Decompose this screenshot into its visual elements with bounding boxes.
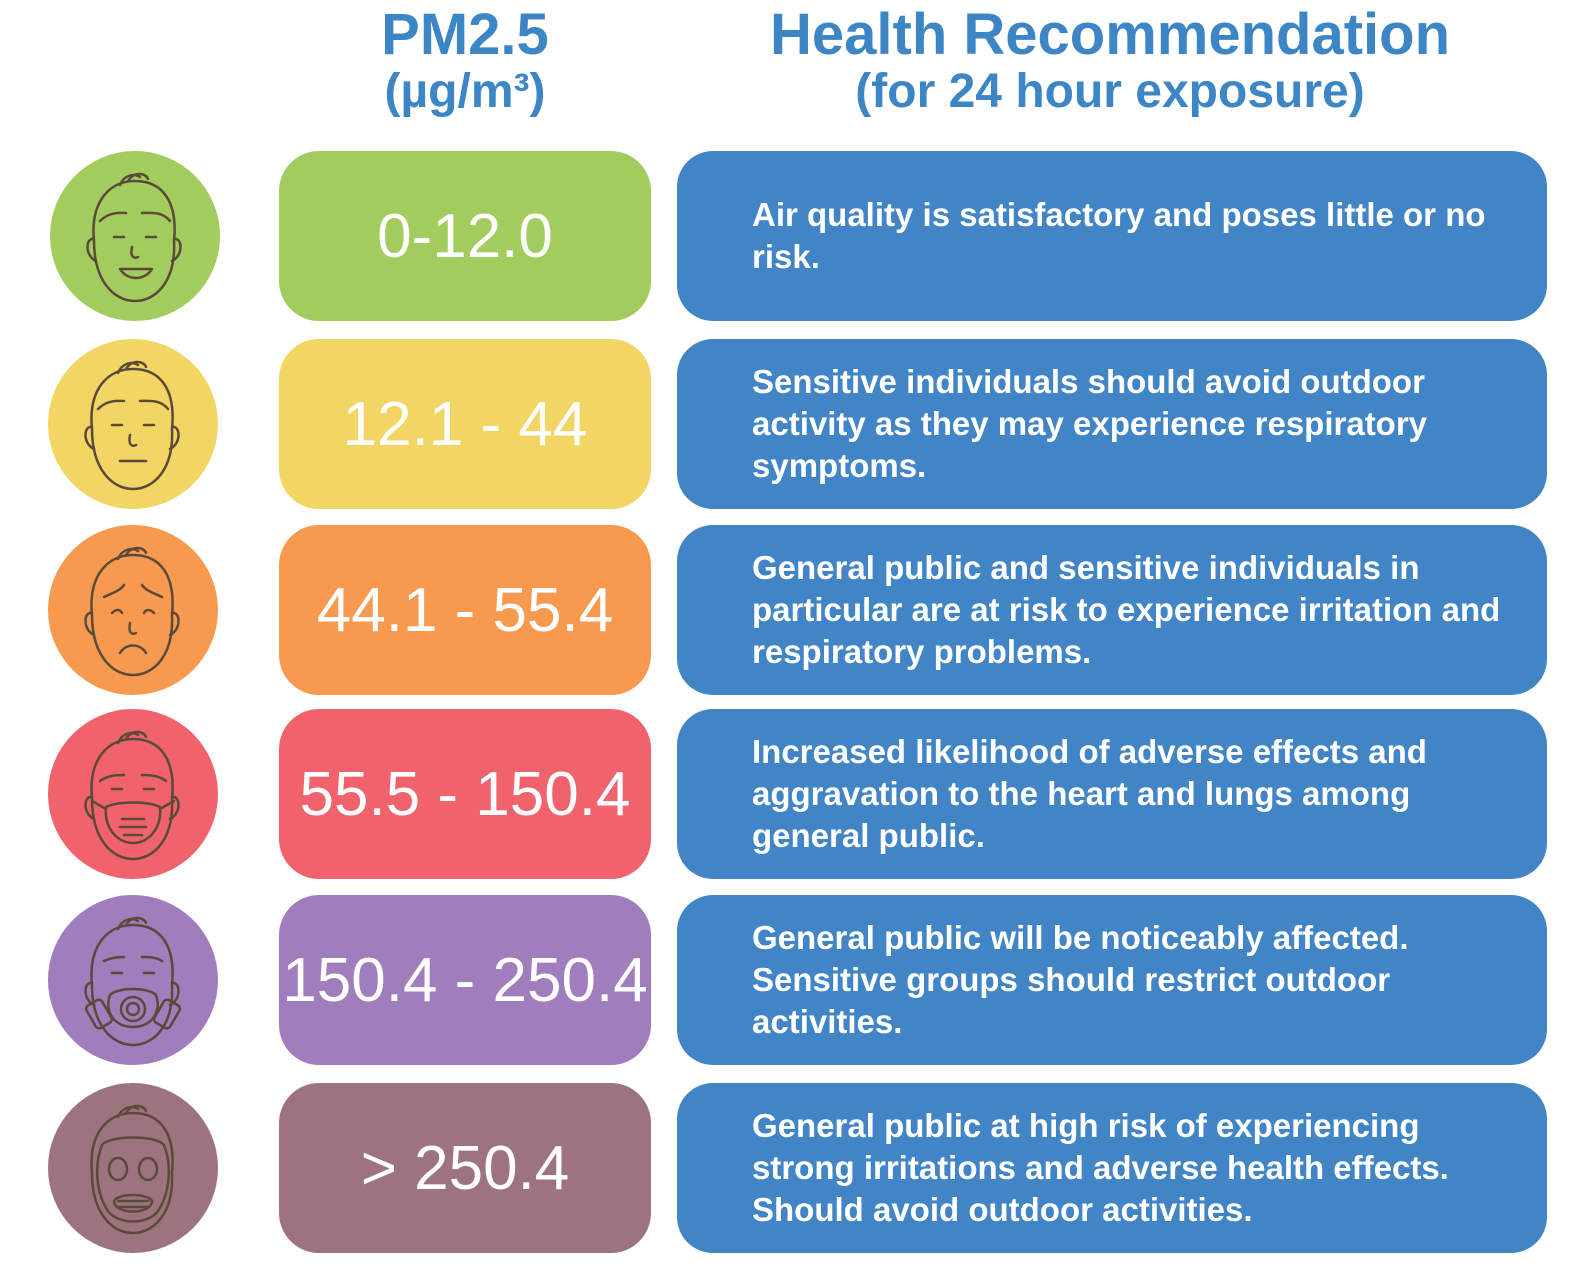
pm25-range: 12.1 - 44	[279, 339, 651, 509]
pm25-range: > 250.4	[279, 1083, 651, 1253]
level-row-moderate: 12.1 - 44 Sensitive individuals should a…	[0, 339, 1578, 509]
recommendation-title: Health Recommendation	[770, 2, 1450, 67]
smiling-face-icon	[50, 151, 220, 321]
neutral-face-icon	[48, 339, 218, 509]
recommendation-text: General public at high risk of experienc…	[752, 1107, 1449, 1228]
pm25-header: PM2.5 (µg/m³)	[330, 6, 600, 116]
level-row-unhealthy: 55.5 - 150.4 Increased likelihood of adv…	[0, 709, 1578, 879]
health-recommendation: General public at high risk of experienc…	[677, 1083, 1547, 1253]
pm25-range: 44.1 - 55.4	[279, 525, 651, 695]
level-row-good: 0-12.0 Air quality is satisfactory and p…	[0, 151, 1578, 321]
level-row-unhealthy-sensitive: 44.1 - 55.4 General public and sensitive…	[0, 525, 1578, 695]
gas-mask-icon	[48, 1083, 218, 1253]
recommendation-text: Sensitive individuals should avoid outdo…	[752, 363, 1428, 484]
health-recommendation: Sensitive individuals should avoid outdo…	[677, 339, 1547, 509]
pm25-title: PM2.5	[381, 2, 549, 67]
pm25-unit: (µg/m³)	[384, 65, 546, 118]
health-recommendation: Increased likelihood of adverse effects …	[677, 709, 1547, 879]
recommendation-subtitle: (for 24 hour exposure)	[855, 65, 1365, 118]
health-recommendation: General public will be noticeably affect…	[677, 895, 1547, 1065]
pm25-range: 150.4 - 250.4	[279, 895, 651, 1065]
recommendation-text: General public will be noticeably affect…	[752, 919, 1409, 1040]
level-row-hazardous: > 250.4 General public at high risk of e…	[0, 1083, 1578, 1253]
recommendation-text: General public and sensitive individuals…	[752, 549, 1501, 670]
face-mask-icon	[48, 709, 218, 879]
recommendation-text: Increased likelihood of adverse effects …	[752, 733, 1427, 854]
health-recommendation: General public and sensitive individuals…	[677, 525, 1547, 695]
pm25-range: 55.5 - 150.4	[279, 709, 651, 879]
health-recommendation: Air quality is satisfactory and poses li…	[677, 151, 1547, 321]
recommendation-text: Air quality is satisfactory and poses li…	[752, 196, 1486, 275]
level-row-very-unhealthy: 150.4 - 250.4 General public will be not…	[0, 895, 1578, 1065]
worried-face-icon	[48, 525, 218, 695]
pm25-range: 0-12.0	[279, 151, 651, 321]
respirator-face-icon	[48, 895, 218, 1065]
recommendation-header: Health Recommendation (for 24 hour expos…	[730, 6, 1490, 116]
